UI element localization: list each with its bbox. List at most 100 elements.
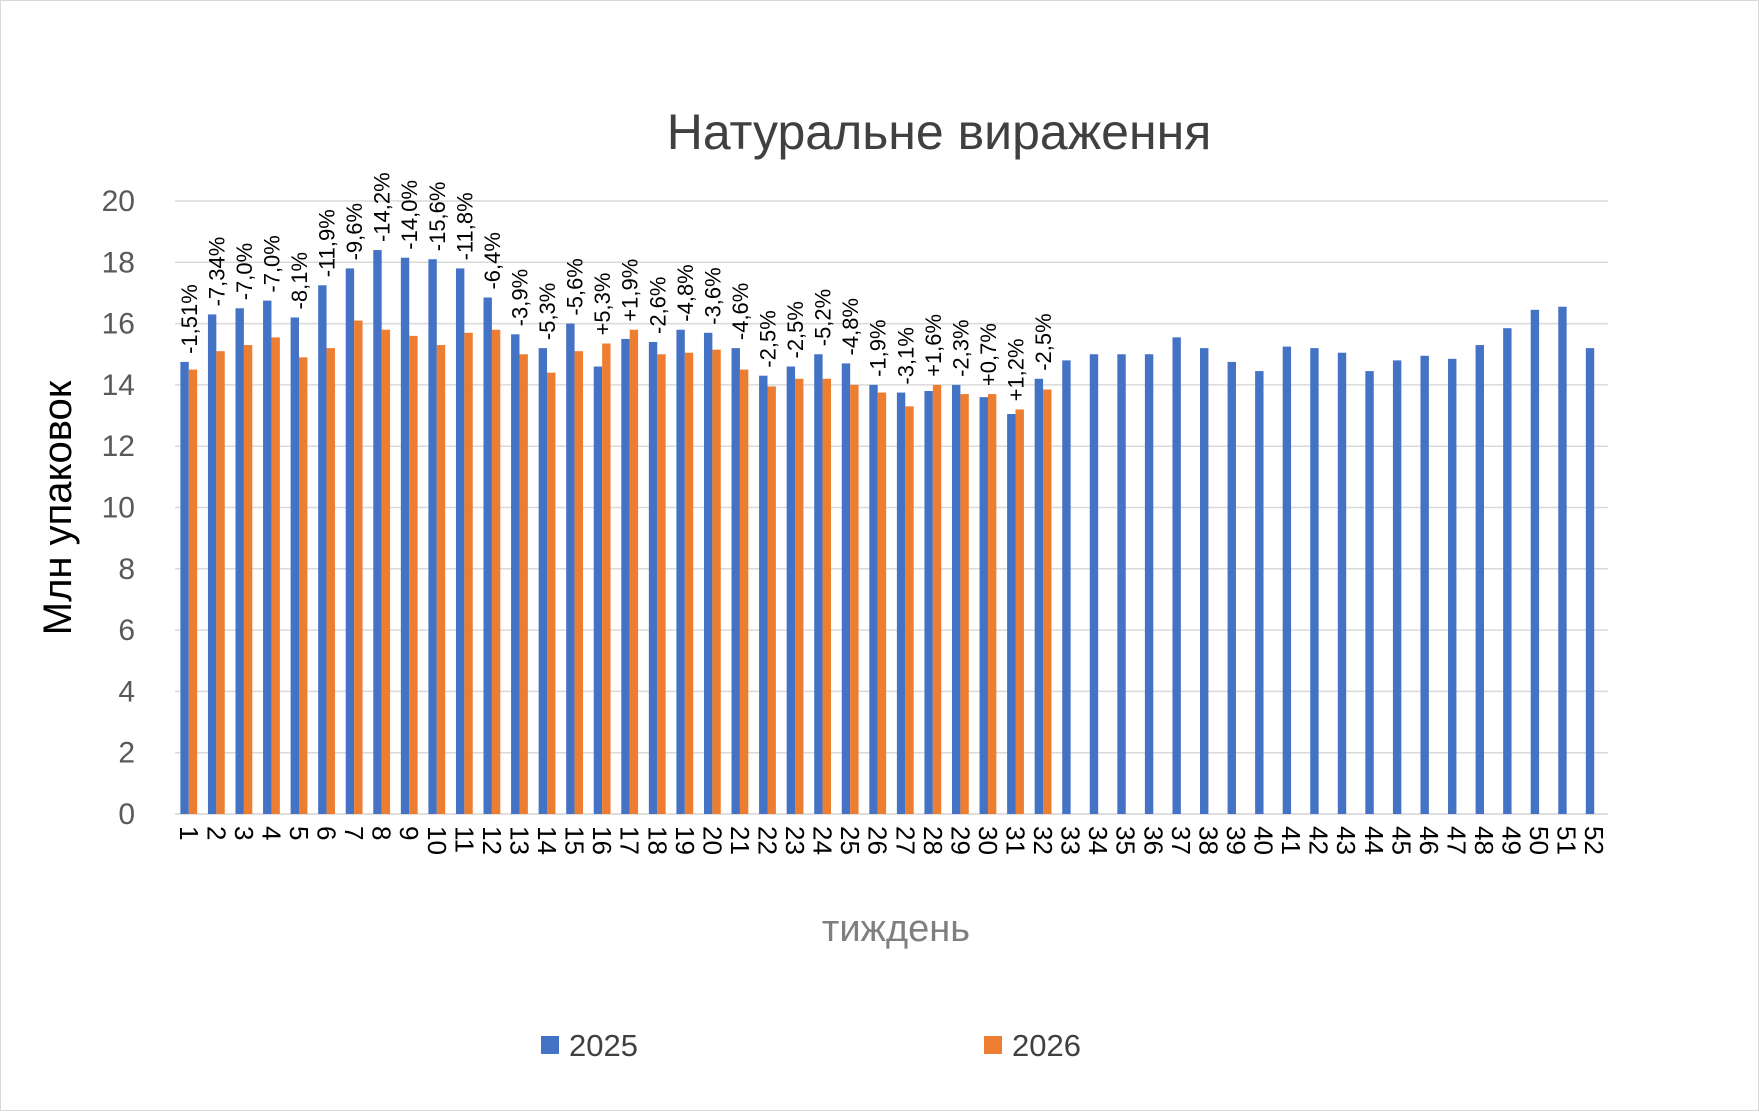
bar-2025-week-20 (703, 332, 713, 814)
bar-2025-week-42 (1310, 348, 1319, 814)
bar-2025-week-52 (1585, 348, 1595, 814)
x-tick-label: 14 (532, 826, 562, 855)
x-tick-label: 22 (752, 826, 782, 855)
bar-2025-week-29 (951, 384, 961, 814)
data-label-week-26: -1,9% (866, 319, 891, 376)
x-tick-label: 10 (422, 826, 452, 855)
data-label-week-25: -4,8% (838, 298, 863, 355)
legend-swatch-2026 (984, 1036, 1002, 1054)
bar-2025-week-33 (1062, 360, 1071, 814)
bar-2026-week-26 (877, 392, 887, 814)
bar-2025-week-46 (1420, 355, 1429, 814)
bar-2026-week-29 (960, 394, 969, 814)
bar-2025-week-51 (1558, 306, 1567, 814)
x-tick-label: 11 (449, 826, 479, 853)
bar-2026-week-9 (409, 335, 418, 814)
bar-2025-week-1 (180, 361, 189, 814)
data-label-week-5: -8,1% (287, 252, 312, 309)
bar-2025-week-23 (786, 366, 796, 814)
x-tick-label: 38 (1193, 826, 1223, 855)
bar-2025-week-37 (1172, 337, 1181, 814)
x-tick-label: 9 (394, 826, 424, 840)
x-axis-label: тиждень (822, 908, 970, 950)
data-label-week-12: -6,4% (480, 232, 505, 289)
bar-2025-week-2 (207, 314, 217, 814)
x-tick-label: 17 (615, 826, 645, 855)
data-label-week-23: -2,5% (783, 301, 808, 358)
data-label-week-11: -11,8% (452, 192, 477, 260)
x-tick-label: 2 (201, 826, 231, 840)
bar-2025-week-32 (1034, 378, 1044, 814)
bar-2025-week-11 (455, 268, 465, 814)
bar-2026-week-10 (436, 345, 446, 814)
y-axis-label: Млн упаковок (36, 380, 80, 635)
bar-2025-week-43 (1337, 352, 1347, 814)
bar-2025-week-24 (814, 354, 823, 814)
data-label-week-14: -5,3% (535, 283, 560, 340)
data-label-week-6: -11,9% (315, 209, 340, 277)
x-tick-label: 16 (587, 826, 617, 855)
bar-2025-week-4 (263, 300, 272, 814)
x-tick-label: 44 (1359, 826, 1389, 855)
bar-2026-week-7 (354, 320, 363, 814)
x-tick-label: 43 (1331, 826, 1361, 855)
data-label-week-28: +1,6% (921, 314, 946, 377)
data-label-week-19: -4,8% (673, 264, 698, 321)
x-tick-label: 28 (918, 826, 948, 855)
legend-label-2026: 2026 (1012, 1028, 1081, 1063)
data-label-week-10: -15,6% (425, 182, 450, 252)
y-tick-label: 14 (102, 369, 135, 402)
x-tick-label: 29 (945, 826, 975, 855)
bar-2026-week-32 (1043, 389, 1052, 814)
bar-2026-week-14 (547, 372, 556, 814)
bar-2026-week-22 (767, 386, 776, 814)
data-label-week-9: -14,0% (397, 180, 422, 250)
x-tick-label: 39 (1221, 826, 1251, 855)
bar-2026-week-5 (299, 357, 308, 814)
bar-2025-week-7 (345, 268, 355, 814)
x-tick-label: 5 (284, 826, 314, 840)
bar-2026-week-13 (519, 354, 528, 814)
data-label-week-2: -7,34% (204, 237, 229, 307)
legend-swatch-2025 (541, 1036, 559, 1054)
bar-2025-week-49 (1503, 328, 1512, 814)
bar-2026-week-16 (602, 343, 611, 814)
x-tick-label: 36 (1138, 826, 1168, 855)
y-tick-label: 12 (102, 430, 135, 463)
bar-2025-week-40 (1255, 371, 1264, 814)
x-tick-label: 20 (697, 826, 727, 855)
y-tick-label: 18 (102, 246, 135, 279)
bar-2025-week-31 (1007, 414, 1016, 814)
x-tick-label: 33 (1056, 826, 1086, 855)
x-tick-label: 15 (560, 826, 590, 855)
bar-2025-week-39 (1227, 361, 1236, 814)
x-tick-label: 21 (725, 826, 755, 855)
x-tick-label: 7 (339, 826, 369, 840)
bar-2025-week-15 (566, 323, 575, 814)
bar-2026-week-19 (684, 352, 694, 814)
bar-2026-week-3 (243, 345, 253, 814)
bar-2025-week-44 (1365, 371, 1374, 814)
bar-2026-week-31 (1015, 409, 1024, 814)
x-tick-label: 1 (174, 826, 204, 840)
x-tick-label: 4 (256, 826, 286, 840)
data-label-week-13: -3,9% (507, 269, 532, 326)
data-label-week-3: -7,0% (232, 243, 257, 300)
x-tick-label: 49 (1497, 826, 1527, 855)
bar-2025-week-47 (1448, 358, 1457, 814)
bar-2025-week-9 (400, 257, 410, 814)
x-tick-label: 6 (312, 826, 342, 840)
bar-2025-week-26 (869, 384, 878, 814)
bar-2025-week-25 (841, 363, 851, 814)
x-tick-label: 31 (1001, 826, 1031, 855)
bar-2026-week-23 (795, 378, 804, 814)
bar-2026-week-15 (574, 351, 583, 814)
x-tick-label: 18 (642, 826, 672, 855)
x-tick-label: 52 (1579, 826, 1609, 855)
data-label-week-24: -5,2% (811, 289, 836, 346)
y-tick-label: 2 (118, 737, 135, 770)
bar-2025-week-16 (593, 366, 603, 814)
x-tick-label: 42 (1304, 826, 1334, 855)
data-label-week-21: -4,6% (728, 283, 753, 340)
x-tick-label: 25 (835, 826, 865, 855)
